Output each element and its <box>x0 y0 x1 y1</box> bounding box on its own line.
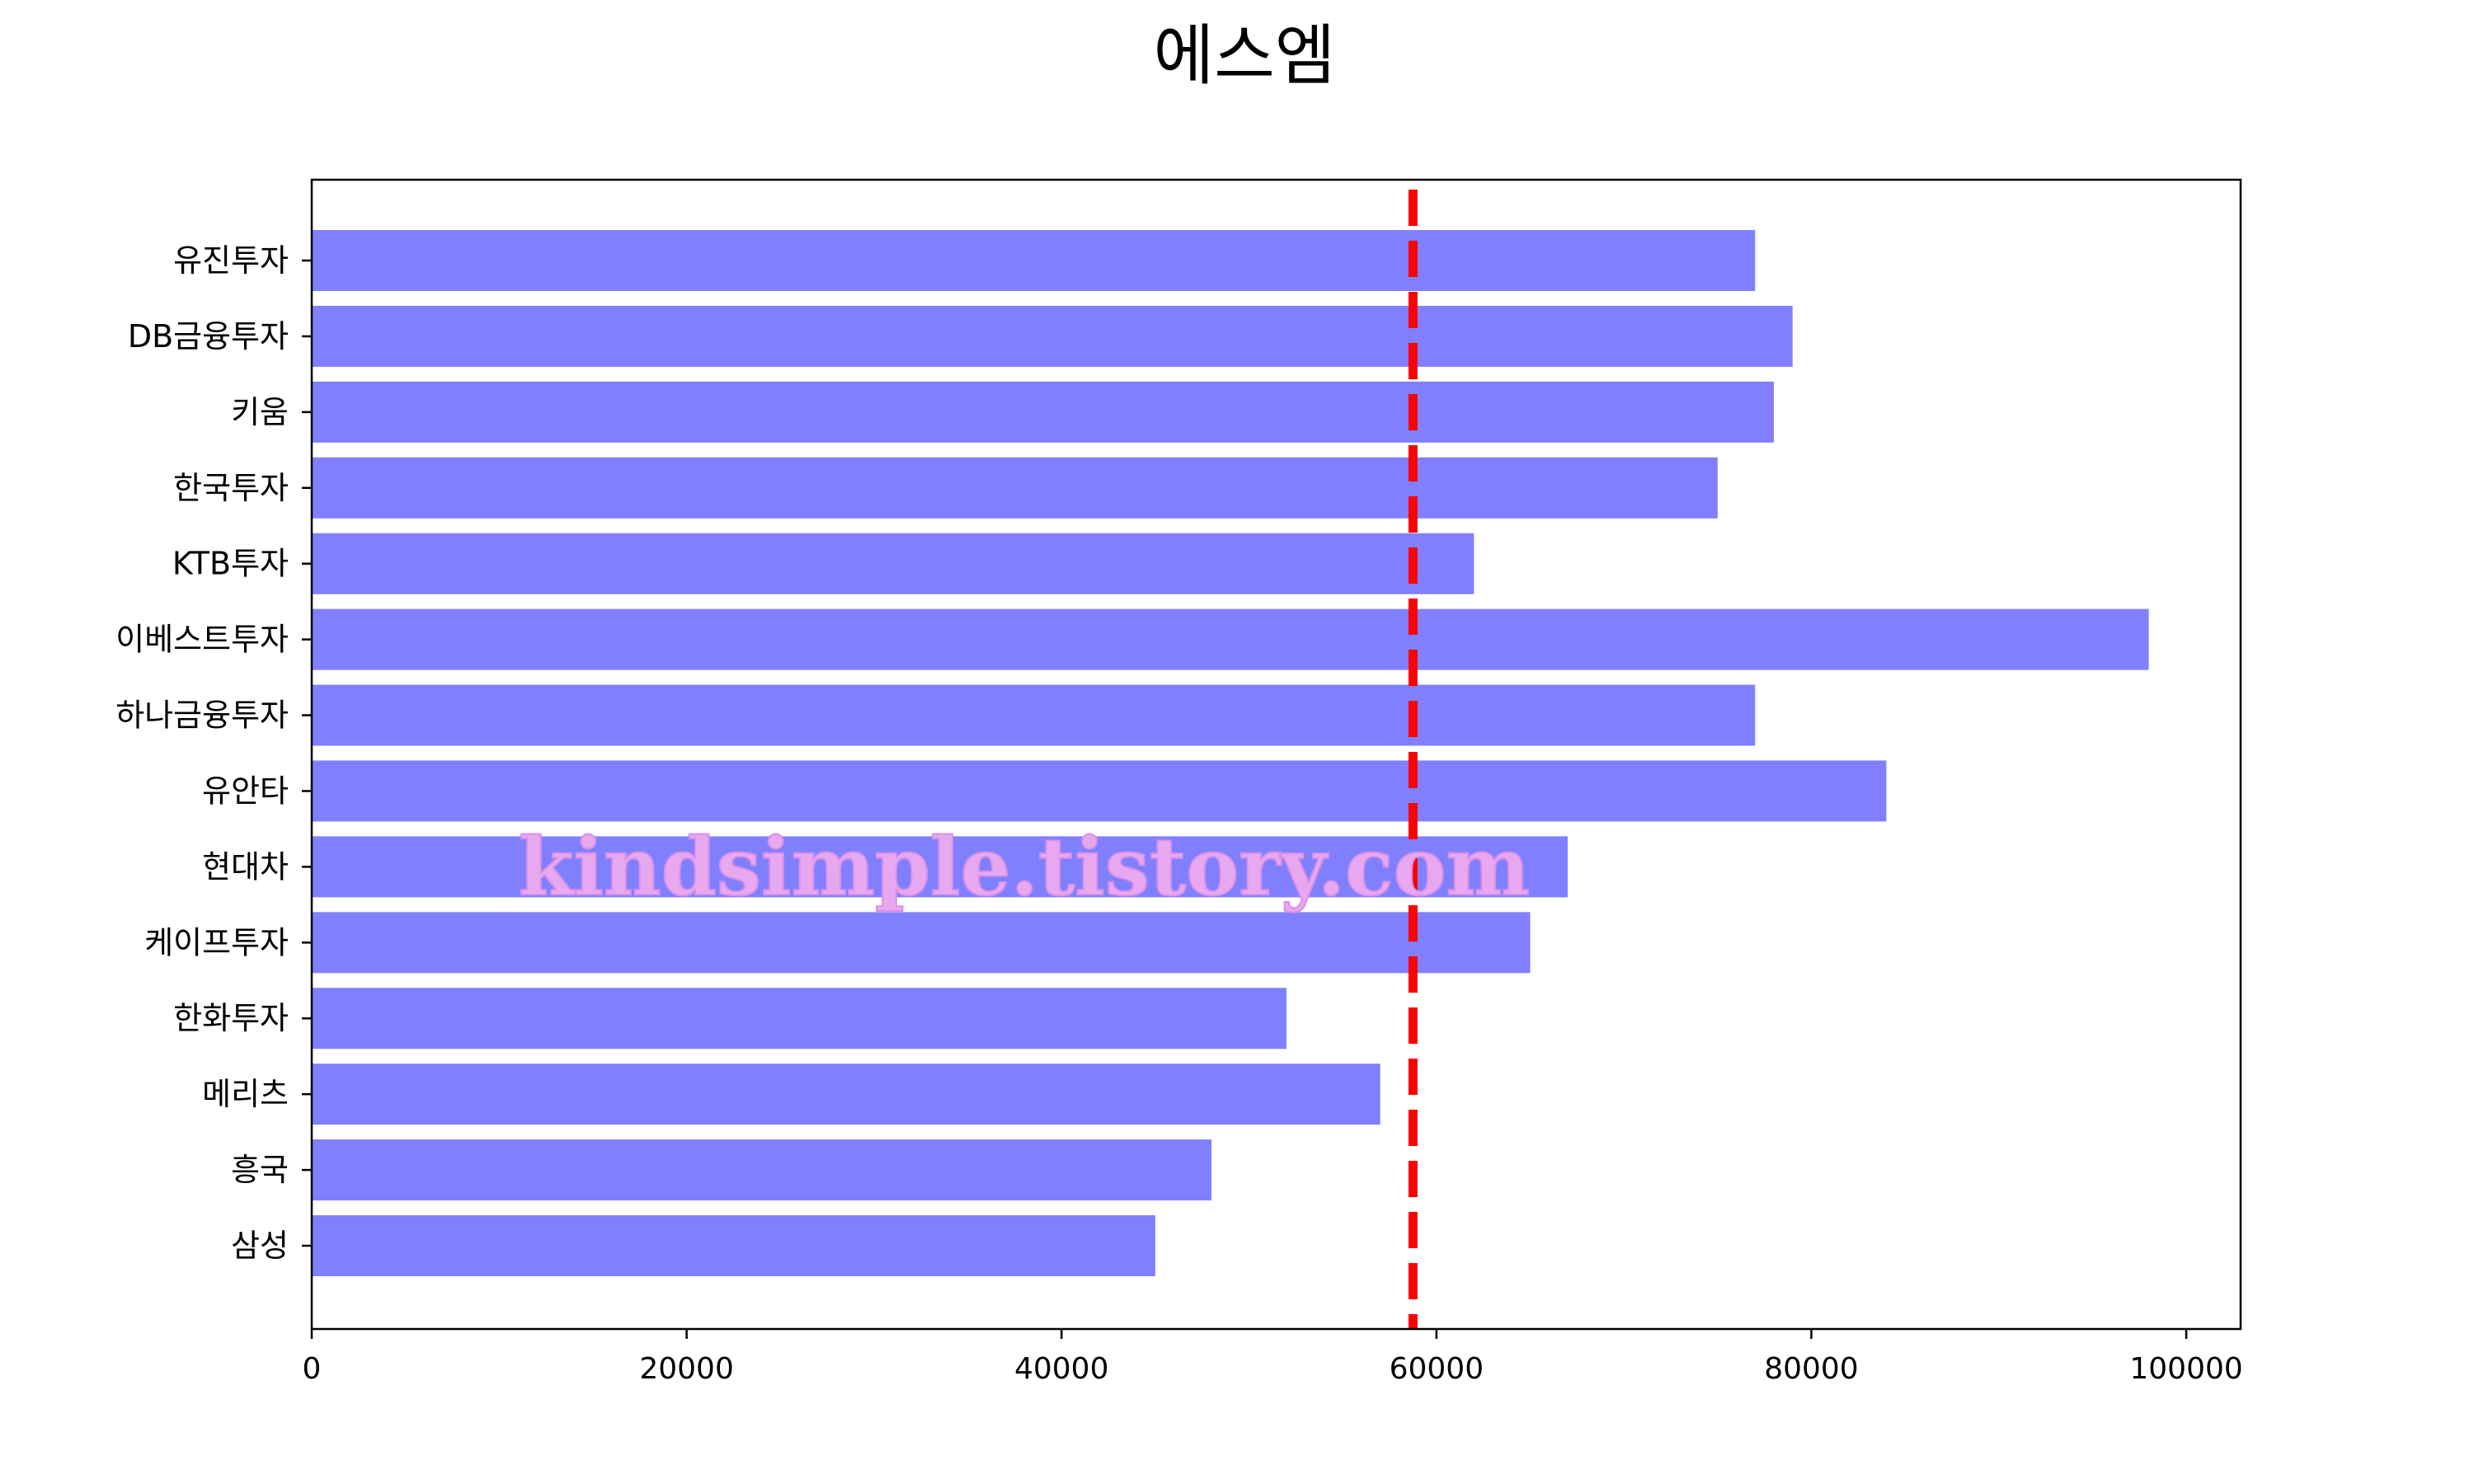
bar-7 <box>312 760 1887 822</box>
bar-2 <box>312 381 1775 443</box>
bar-12 <box>312 1139 1212 1201</box>
y-tick-label: 흥국 <box>231 1152 289 1188</box>
bar-9 <box>312 912 1531 974</box>
y-tick-label: DB금융투자 <box>128 318 289 355</box>
y-tick-label: 삼성 <box>231 1228 289 1264</box>
chart-title: 에스엠 <box>1154 17 1336 94</box>
bar-5 <box>312 608 2149 670</box>
y-tick-label: 한화투자 <box>173 1000 289 1036</box>
y-tick-label: KTB투자 <box>172 546 289 582</box>
x-axis: 0 20000 40000 60000 80000 100000 <box>303 1329 2243 1386</box>
bar-0 <box>312 230 1756 291</box>
bar-10 <box>312 988 1287 1050</box>
y-tick-label: 이베스트투자 <box>115 622 289 658</box>
y-tick-label: 하나금융투자 <box>115 697 289 734</box>
bar-11 <box>312 1064 1380 1125</box>
bar-6 <box>312 684 1756 746</box>
x-tick-label: 80000 <box>1764 1352 1859 1386</box>
y-tick-label: 키움 <box>231 394 289 430</box>
plot-frame <box>310 178 2242 1331</box>
watermark-layer: kindsimple.tistory.com <box>518 819 1531 914</box>
bar-4 <box>312 533 1475 594</box>
bar-1 <box>312 305 1793 367</box>
bars <box>312 230 2149 1276</box>
bar-3 <box>312 457 1718 519</box>
watermark-text: kindsimple.tistory.com <box>519 820 1530 913</box>
x-tick-label: 0 <box>303 1352 322 1386</box>
x-tick-label: 60000 <box>1390 1352 1484 1386</box>
y-tick-label: 케이프투자 <box>144 924 289 960</box>
y-tick-label: 유안타 <box>202 773 289 809</box>
y-tick-label: 현대차 <box>202 848 289 885</box>
x-tick-label: 100000 <box>2129 1352 2242 1386</box>
y-tick-label: 유진투자 <box>173 242 289 279</box>
bar-8 <box>312 836 1568 898</box>
y-tick-label: 메리츠 <box>202 1076 289 1112</box>
x-tick-label: 20000 <box>639 1352 734 1386</box>
bar-13 <box>312 1215 1155 1276</box>
x-tick-label: 40000 <box>1014 1352 1109 1386</box>
y-tick-label: 한국투자 <box>173 470 289 506</box>
